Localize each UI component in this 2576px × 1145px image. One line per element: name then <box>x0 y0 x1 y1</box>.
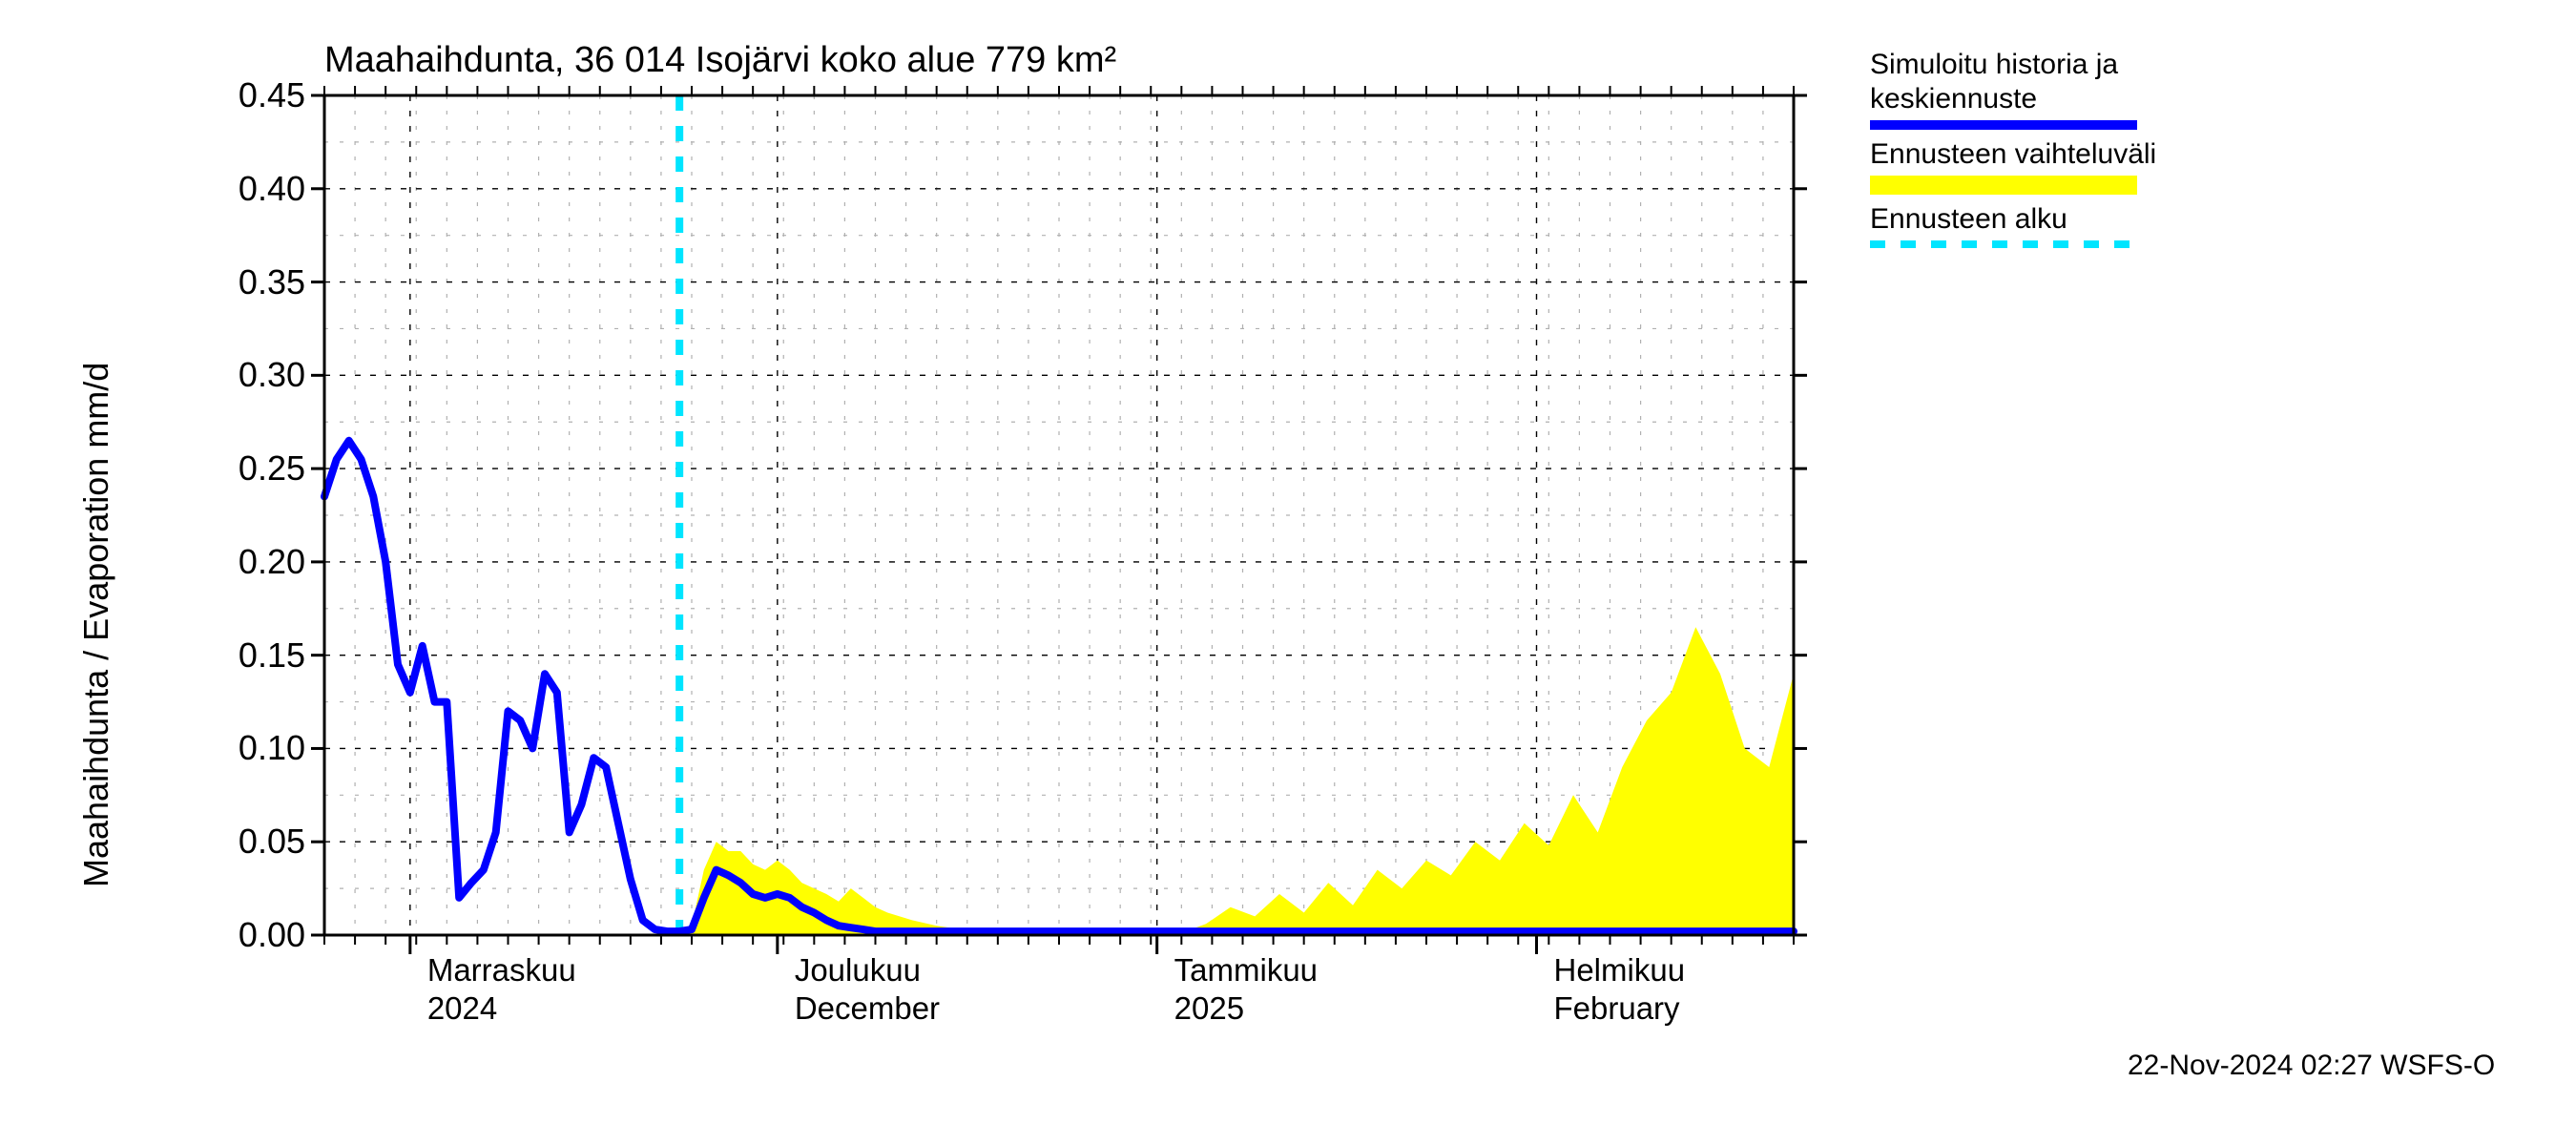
chart-container: Maahaihdunta, 36 014 Isojärvi koko alue … <box>0 0 2576 1145</box>
x-tick-label-top: Joulukuu <box>795 952 921 989</box>
legend-entry: Ennusteen alku <box>1870 202 2156 248</box>
y-tick-label: 0.00 <box>191 915 305 955</box>
y-axis-label: Maahaihdunta / Evaporation mm/d <box>76 363 116 887</box>
y-tick-label: 0.30 <box>191 355 305 395</box>
legend-swatch-dash <box>1870 240 2137 248</box>
legend-entry: Ennusteen vaihteluväli <box>1870 137 2156 195</box>
x-tick-label-bottom: 2025 <box>1174 990 1244 1027</box>
y-tick-label: 0.20 <box>191 542 305 582</box>
legend-label: Simuloitu historia ja <box>1870 48 2156 82</box>
legend-label: Ennusteen alku <box>1870 202 2156 237</box>
y-tick-label: 0.05 <box>191 822 305 862</box>
timestamp-label: 22-Nov-2024 02:27 WSFS-O <box>2128 1050 2495 1082</box>
legend-label: Ennusteen vaihteluväli <box>1870 137 2156 172</box>
plot-svg <box>305 76 1813 954</box>
legend-entry: Simuloitu historia jakeskiennuste <box>1870 48 2156 130</box>
legend-label: keskiennuste <box>1870 82 2156 116</box>
legend-swatch-area <box>1870 176 2137 195</box>
x-tick-label-top: Marraskuu <box>427 952 576 989</box>
y-tick-label: 0.45 <box>191 75 305 115</box>
legend-swatch-line <box>1870 120 2137 130</box>
y-tick-label: 0.15 <box>191 635 305 676</box>
x-tick-label-top: Helmikuu <box>1554 952 1686 989</box>
legend: Simuloitu historia jakeskiennuste Ennuste… <box>1870 48 2156 256</box>
x-tick-label-top: Tammikuu <box>1174 952 1318 989</box>
x-tick-label-bottom: December <box>795 990 940 1027</box>
x-tick-label-bottom: February <box>1554 990 1680 1027</box>
y-tick-label: 0.35 <box>191 262 305 302</box>
y-tick-label: 0.25 <box>191 448 305 489</box>
y-tick-label: 0.40 <box>191 169 305 209</box>
chart-title: Maahaihdunta, 36 014 Isojärvi koko alue … <box>324 40 1116 81</box>
x-tick-label-bottom: 2024 <box>427 990 497 1027</box>
y-tick-label: 0.10 <box>191 728 305 768</box>
